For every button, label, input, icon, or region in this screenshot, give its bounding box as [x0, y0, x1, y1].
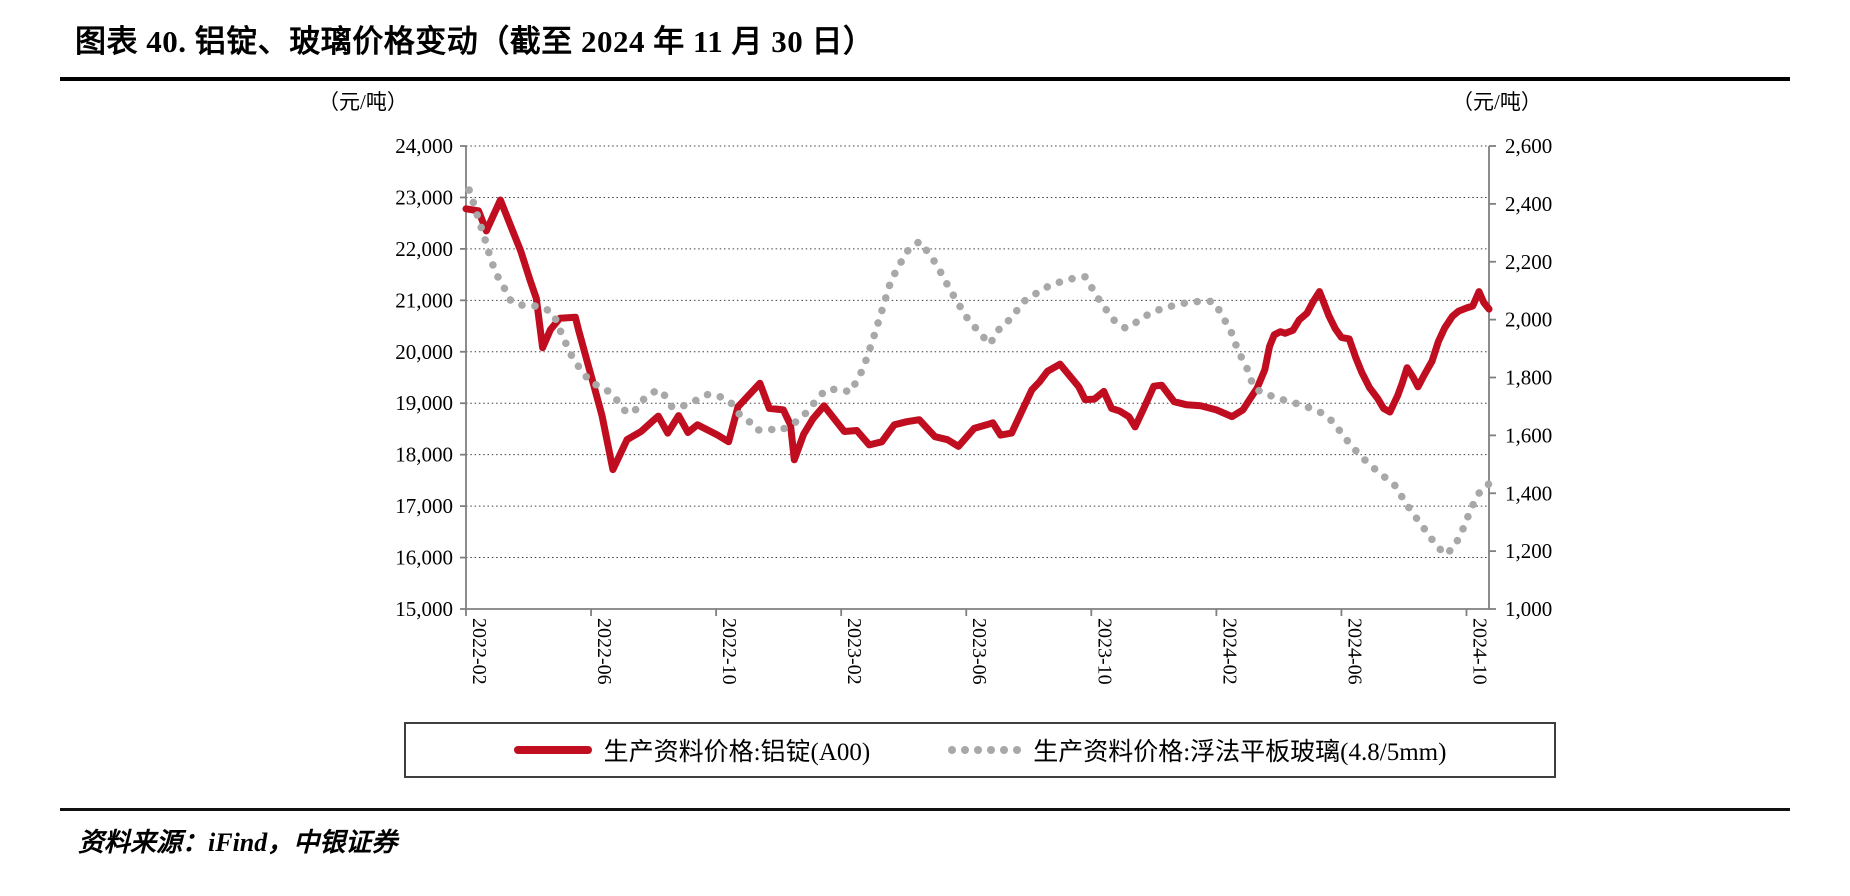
glass-dotted-swatch: [948, 746, 1022, 754]
left-axis-tick-label: 21,000: [395, 288, 453, 312]
aluminum-price-line: [462, 196, 1493, 474]
left-axis-tick-label: 16,000: [395, 546, 453, 570]
right-axis-tick-label: 1,600: [1505, 423, 1552, 447]
title-underline: [60, 77, 1790, 81]
right-axis-tick-label: 2,200: [1505, 250, 1552, 274]
aluminum-line-swatch: [513, 746, 592, 754]
x-axis-tick-label: 2023-06: [968, 618, 990, 685]
right-axis-tick-label: 1,200: [1505, 539, 1552, 563]
x-axis-tick-label: 2023-02: [843, 618, 865, 685]
left-axis-tick-label: 20,000: [395, 340, 453, 364]
legend-label-aluminum: 生产资料价格:铝锭(A00): [603, 739, 871, 766]
x-axis-tick-label: 2024-10: [1468, 618, 1490, 685]
footer-rule: [60, 808, 1790, 811]
left-axis-tick-label: 17,000: [395, 494, 453, 518]
legend-item-glass: 生产资料价格:浮法平板玻璃(4.8/5mm): [948, 732, 1446, 768]
left-axis-tick-label: 18,000: [395, 443, 453, 467]
legend-label-glass: 生产资料价格:浮法平板玻璃(4.8/5mm): [1033, 739, 1447, 766]
right-axis-tick-label: 1,000: [1505, 597, 1552, 621]
left-axis-tick-label: 22,000: [395, 237, 453, 261]
left-axis-unit-label: （元/吨）: [318, 90, 408, 114]
right-axis-tick-label: 2,400: [1505, 192, 1552, 216]
right-axis-tick-label: 1,400: [1505, 481, 1552, 505]
left-axis-tick-label: 15,000: [395, 597, 453, 621]
right-axis-tick-label: 1,800: [1505, 366, 1552, 390]
right-axis-tick-label: 2,600: [1505, 134, 1552, 158]
x-axis-tick-label: 2022-10: [718, 618, 740, 685]
right-axis-unit-label: （元/吨）: [1452, 90, 1542, 114]
legend-item-aluminum: 生产资料价格:铝锭(A00): [513, 732, 871, 768]
x-axis-tick-label: 2023-10: [1093, 618, 1115, 685]
x-axis-tick-label: 2022-06: [593, 618, 615, 685]
x-axis-tick-label: 2024-02: [1218, 618, 1240, 685]
x-axis-tick-label: 2024-06: [1343, 618, 1365, 685]
left-axis-tick-label: 19,000: [395, 391, 453, 415]
chart-title: 图表 40. 铝锭、玻璃价格变动（截至 2024 年 11 月 30 日）: [75, 24, 875, 59]
right-axis-tick-label: 2,000: [1505, 308, 1552, 332]
left-axis-tick-label: 24,000: [395, 134, 453, 158]
glass-price-line: [465, 186, 1493, 559]
x-axis-tick-label: 2022-02: [468, 618, 490, 685]
source-note: 资料来源：iFind，中银证券: [78, 828, 398, 857]
left-axis-tick-label: 23,000: [395, 185, 453, 209]
chart-legend: 生产资料价格:铝锭(A00) 生产资料价格:浮法平板玻璃(4.8/5mm): [404, 722, 1556, 778]
